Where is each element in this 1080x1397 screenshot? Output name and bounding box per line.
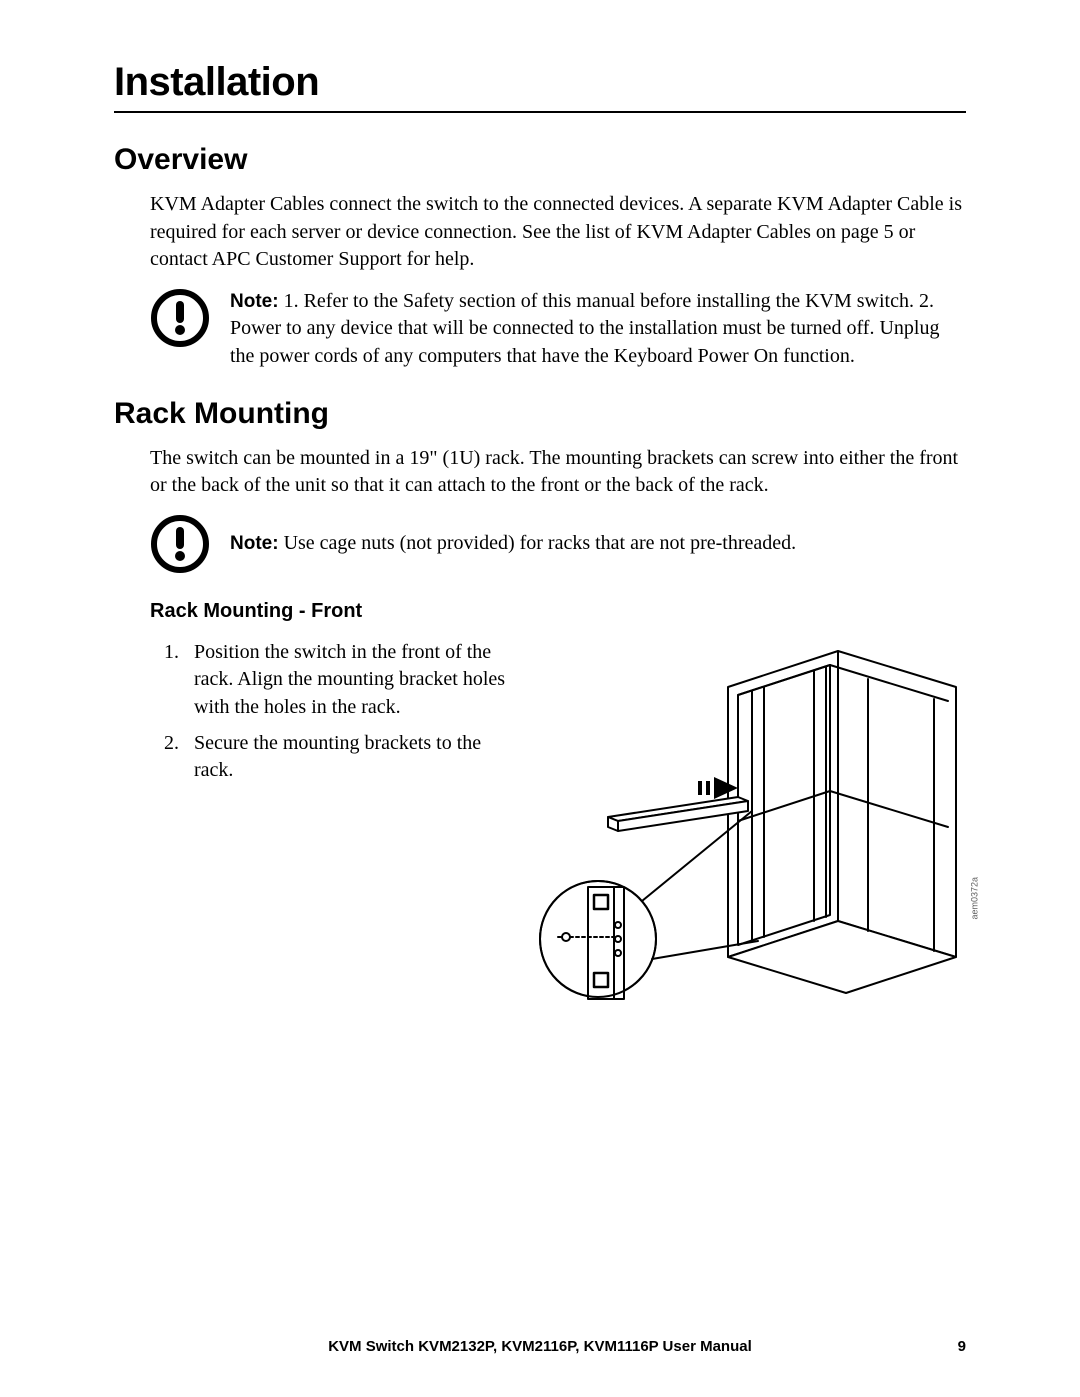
rack-paragraph: The switch can be mounted in a 19" (1U) … bbox=[150, 445, 966, 500]
steps-column: Position the switch in the front of the … bbox=[150, 639, 520, 793]
footer-spacer bbox=[114, 1338, 154, 1355]
note-body: 1. Refer to the Safety section of this m… bbox=[230, 290, 939, 367]
page-content: Installation Overview KVM Adapter Cables… bbox=[114, 60, 966, 1049]
page-footer: KVM Switch KVM2132P, KVM2116P, KVM1116P … bbox=[114, 1338, 966, 1355]
rack-subheading: Rack Mounting - Front bbox=[150, 600, 966, 623]
list-item: Position the switch in the front of the … bbox=[150, 639, 520, 722]
chapter-title: Installation bbox=[114, 60, 966, 113]
note-body: Use cage nuts (not provided) for racks t… bbox=[279, 532, 797, 554]
note-label: Note: bbox=[230, 291, 279, 312]
overview-note: Note: 1. Refer to the Safety section of … bbox=[150, 288, 966, 371]
warning-icon bbox=[150, 514, 210, 574]
footer-title: KVM Switch KVM2132P, KVM2116P, KVM1116P … bbox=[154, 1338, 926, 1355]
list-item: Secure the mounting brackets to the rack… bbox=[150, 730, 520, 785]
rack-note: Note: Use cage nuts (not provided) for r… bbox=[150, 514, 966, 574]
steps-list: Position the switch in the front of the … bbox=[150, 639, 520, 785]
section-rack-title: Rack Mounting bbox=[114, 397, 966, 431]
rack-front-block: Position the switch in the front of the … bbox=[150, 639, 966, 1049]
rack-note-text: Note: Use cage nuts (not provided) for r… bbox=[230, 514, 796, 558]
footer-page-number: 9 bbox=[926, 1338, 966, 1355]
note-label: Note: bbox=[230, 533, 279, 554]
warning-icon bbox=[150, 288, 210, 348]
diagram-id-label: aem0372a bbox=[970, 877, 980, 920]
overview-paragraph: KVM Adapter Cables connect the switch to… bbox=[150, 191, 966, 274]
overview-note-text: Note: 1. Refer to the Safety section of … bbox=[230, 288, 966, 371]
section-overview-title: Overview bbox=[114, 143, 966, 177]
rack-diagram: aem0372a bbox=[538, 639, 968, 1049]
